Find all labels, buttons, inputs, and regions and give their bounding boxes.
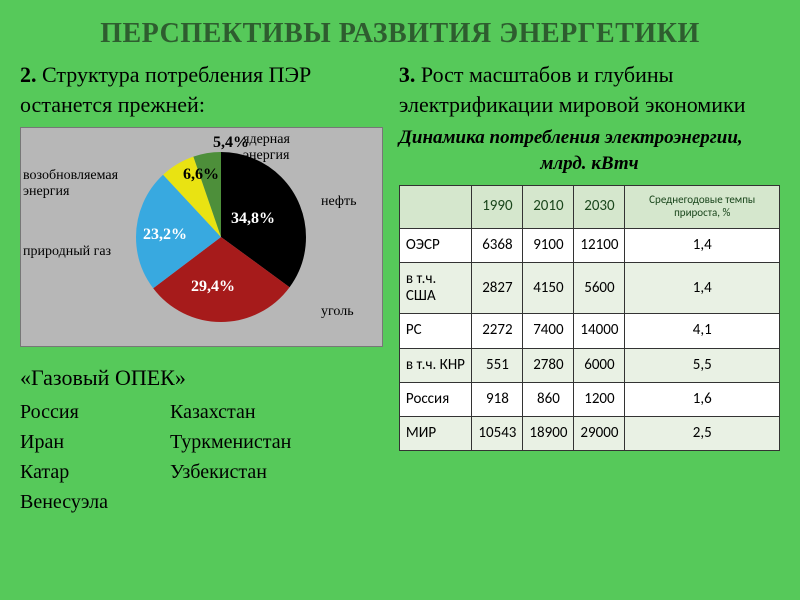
gasopec-list: РоссияКазахстанИранТуркменистанКатарУзбе… [20,397,383,517]
left-heading-num: 2. [20,62,37,87]
table-row: ОЭСР63689100121001,4 [399,228,779,262]
gasopec-title: «Газовый ОПЕК» [20,365,383,391]
table-cell: 2827 [472,262,523,314]
table-row: в т.ч. США2827415056001,4 [399,262,779,314]
gasopec-row: КатарУзбекистан [20,457,383,487]
pie-category-label: природный газ [23,244,123,259]
pie-category-label: нефть [321,194,356,209]
data-table: 199020102030Среднего­довые темпы прирост… [399,185,780,451]
table-cell: 1,4 [625,228,780,262]
right-column: 3. Рост масштабов и глубины электрификац… [399,60,780,560]
table-cell: 2272 [472,314,523,348]
left-column: 2. Структура потребления ПЭР останется п… [20,60,383,560]
table-cell: 918 [472,382,523,416]
table-cell: 551 [472,348,523,382]
table-row-label: МИР [399,417,471,451]
table-header-cell: 2030 [574,186,625,228]
table-cell: 29000 [574,417,625,451]
left-heading: 2. Структура потребления ПЭР останется п… [20,60,383,119]
table-row-label: в т.ч. США [399,262,471,314]
gasopec-country: Венесуэла [20,487,170,517]
gasopec-country: Туркменистан [170,427,291,457]
table-row-label: РС [399,314,471,348]
table-cell: 5600 [574,262,625,314]
table-row-label: Россия [399,382,471,416]
table-cell: 1,6 [625,382,780,416]
right-subhead2: млрд. кВтч [399,153,780,175]
right-subhead1: Динамика потребления электроэнергии, [399,127,780,149]
table-header-cell [399,186,471,228]
right-heading-num: 3. [399,62,416,87]
table-row-label: ОЭСР [399,228,471,262]
table-cell: 860 [523,382,574,416]
gasopec-row: РоссияКазахстан [20,397,383,427]
pie-category-label: возобновляемая энергия [23,168,133,199]
right-heading: 3. Рост масштабов и глубины электрификац… [399,60,780,119]
table-cell: 7400 [523,314,574,348]
table-row: РС22727400140004,1 [399,314,779,348]
table-cell: 4,1 [625,314,780,348]
right-heading-text: Рост масштабов и глубины электрификации … [399,62,746,117]
left-heading-text: Структура потребления ПЭР останется преж… [20,62,311,117]
pie-svg [136,152,306,322]
gasopec-row: Венесуэла [20,487,383,517]
table-cell: 9100 [523,228,574,262]
table-header-cell: Среднего­довые темпы прироста, % [625,186,780,228]
table-row: в т.ч. КНР551278060005,5 [399,348,779,382]
table-header-cell: 1990 [472,186,523,228]
table-header-row: 199020102030Среднего­довые темпы прирост… [399,186,779,228]
pie-category-label: ядерная энергия [243,132,313,163]
table-cell: 10543 [472,417,523,451]
table-cell: 2780 [523,348,574,382]
gasopec-country: Катар [20,457,170,487]
pie-category-label: уголь [321,304,354,319]
table-cell: 1,4 [625,262,780,314]
table-cell: 2,5 [625,417,780,451]
table-cell: 12100 [574,228,625,262]
pie-wrap [136,152,306,322]
gasopec-country: Казахстан [170,397,256,427]
table-cell: 1200 [574,382,625,416]
gasopec-country: Иран [20,427,170,457]
table-cell: 5,5 [625,348,780,382]
table-cell: 6368 [472,228,523,262]
pie-chart: 34,8%29,4%23,2%6,6%5,4%нефтьугольприродн… [20,127,383,347]
table-cell: 4150 [523,262,574,314]
table-cell: 18900 [523,417,574,451]
table-row-label: в т.ч. КНР [399,348,471,382]
table-row: МИР1054318900290002,5 [399,417,779,451]
columns: 2. Структура потребления ПЭР останется п… [0,60,800,580]
table-header-cell: 2010 [523,186,574,228]
table-row: Россия91886012001,6 [399,382,779,416]
page-title: ПЕРСПЕКТИВЫ РАЗВИТИЯ ЭНЕРГЕТИКИ [0,0,800,60]
gasopec-row: ИранТуркменистан [20,427,383,457]
gasopec-country: Россия [20,397,170,427]
table-cell: 14000 [574,314,625,348]
table-cell: 6000 [574,348,625,382]
gasopec-country: Узбекистан [170,457,267,487]
